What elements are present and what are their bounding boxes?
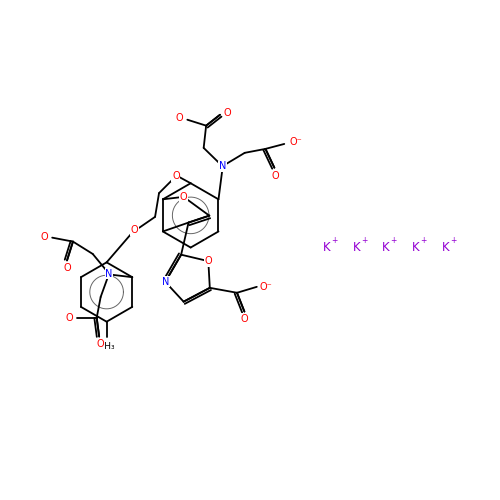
Text: O: O [176,112,184,122]
Text: O: O [63,264,71,274]
Text: N: N [106,268,113,278]
Text: O⁻: O⁻ [289,138,302,147]
Text: +: + [361,236,368,244]
Text: +: + [420,236,426,244]
Text: O: O [180,192,188,202]
Text: N: N [162,277,169,287]
Text: O: O [272,170,279,180]
Text: K: K [442,241,449,254]
Text: +: + [450,236,456,244]
Text: N: N [219,161,226,171]
Text: K: K [352,241,360,254]
Text: +: + [390,236,397,244]
Text: O: O [224,108,232,118]
Text: O⁻: O⁻ [260,282,272,292]
Text: +: + [332,236,338,244]
Text: O: O [172,172,180,181]
Text: K: K [412,241,420,254]
Text: K: K [382,241,390,254]
Text: O: O [96,340,104,349]
Text: O: O [204,256,212,266]
Text: K: K [323,241,330,254]
Text: CH₃: CH₃ [98,342,115,351]
Text: O: O [66,312,73,322]
Text: O: O [40,232,48,241]
Text: O: O [240,314,248,324]
Text: O: O [130,225,138,235]
